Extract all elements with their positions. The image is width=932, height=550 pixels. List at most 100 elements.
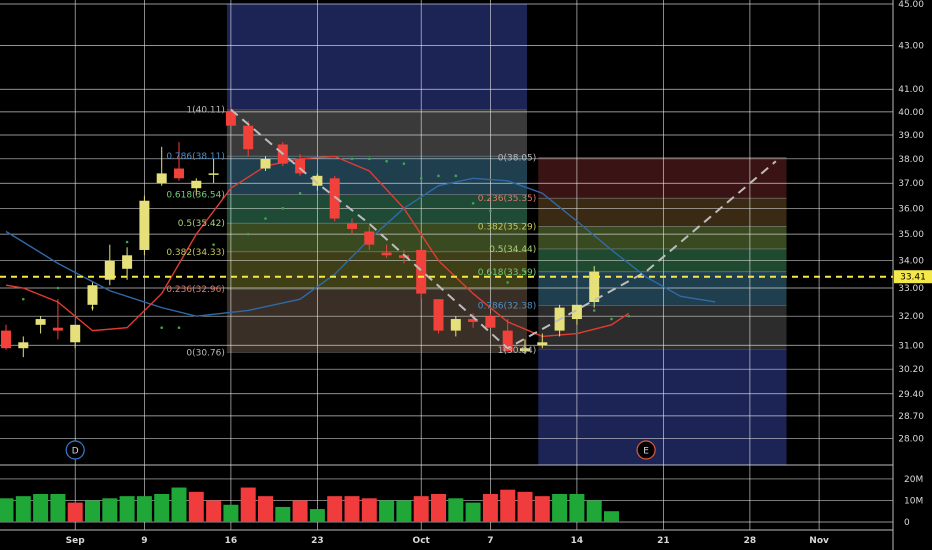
volume-bar bbox=[275, 506, 291, 522]
volume-bar bbox=[396, 500, 412, 522]
candle-body bbox=[347, 223, 357, 229]
candle-body bbox=[398, 255, 409, 258]
price-tick-label: 43.00 bbox=[898, 42, 924, 52]
volume-bars bbox=[0, 487, 619, 522]
dot-point bbox=[264, 217, 267, 220]
volume-bar bbox=[240, 487, 256, 522]
candle-body bbox=[450, 319, 461, 331]
left-fib-label: 0.786(38.11) bbox=[166, 152, 225, 162]
price-tick-label: 33.00 bbox=[898, 284, 924, 294]
left-fib-label: 0.236(32.96) bbox=[166, 285, 225, 295]
volume-bar bbox=[258, 496, 273, 522]
fib-bands bbox=[226, 4, 787, 465]
trend-dashed-line[interactable] bbox=[230, 108, 777, 350]
right-fib-band bbox=[538, 226, 787, 249]
volume-bar bbox=[119, 496, 135, 522]
candle-body bbox=[174, 168, 184, 179]
left-fib-label: 0(30.76) bbox=[186, 348, 225, 358]
dot-point bbox=[627, 314, 631, 318]
price-tick-label: 36.00 bbox=[898, 204, 924, 214]
time-tick-label: 23 bbox=[311, 536, 324, 546]
right-fib-label: 0(38.05) bbox=[498, 154, 537, 164]
dot-point bbox=[402, 162, 406, 165]
price-tick-label: 35.00 bbox=[898, 230, 924, 240]
volume-bar bbox=[517, 491, 533, 522]
volume-bar bbox=[534, 496, 550, 522]
price-tick-label: 34.00 bbox=[898, 257, 924, 267]
right-fib-label: 0.382(35.29) bbox=[478, 222, 537, 232]
time-tick-label: 21 bbox=[657, 536, 670, 546]
ma-fast-line bbox=[5, 155, 630, 338]
dot-point bbox=[212, 243, 215, 246]
volume-bar bbox=[309, 509, 325, 522]
volume-tick-label: 10M bbox=[904, 496, 923, 506]
volume-bar bbox=[413, 496, 429, 522]
candle-body bbox=[312, 175, 323, 186]
volume-bar bbox=[448, 498, 464, 522]
price-tick-label: 41.00 bbox=[898, 85, 924, 95]
left-fib-band bbox=[226, 251, 527, 290]
price-tick-label: 39.00 bbox=[898, 131, 924, 141]
ma-slow-line bbox=[5, 177, 716, 317]
candle-body bbox=[52, 327, 63, 331]
candle-body bbox=[225, 111, 236, 126]
volume-tick-label: 0 bbox=[904, 518, 910, 528]
price-tick-label: 32.00 bbox=[898, 312, 924, 322]
price-tick-label: 37.00 bbox=[898, 179, 924, 189]
right-fib-band bbox=[538, 198, 787, 227]
price-tick-label: 28.00 bbox=[898, 434, 924, 444]
time-tick-label: 7 bbox=[487, 536, 493, 546]
volume-bar bbox=[431, 494, 446, 522]
volume-bar bbox=[552, 494, 568, 522]
left-fib-band bbox=[226, 109, 527, 157]
right-fib-label: 1(30.84) bbox=[498, 346, 537, 356]
moving-averages bbox=[5, 155, 716, 338]
dot-point bbox=[385, 159, 388, 163]
volume-bar bbox=[327, 496, 343, 522]
candle-body bbox=[571, 304, 582, 320]
left-upper-region bbox=[226, 4, 527, 110]
candle-body bbox=[260, 158, 271, 169]
candle-body bbox=[156, 173, 167, 184]
right-fib-label: 0.236(35.35) bbox=[478, 194, 537, 204]
price-tick-label: 29.40 bbox=[898, 390, 924, 400]
time-tick-label: Oct bbox=[413, 536, 431, 546]
volume-bar bbox=[482, 494, 498, 522]
volume-bar bbox=[33, 494, 49, 522]
fib-labels: 1(40.11) 0.786(38.11) 0.618(36.54) 0.5(35.4… bbox=[166, 105, 536, 358]
candle-body bbox=[364, 231, 375, 245]
right-fib-label: 0.5(34.44) bbox=[489, 245, 536, 255]
trend-line[interactable] bbox=[230, 108, 777, 350]
candle-body bbox=[520, 348, 530, 352]
volume-bar bbox=[0, 498, 14, 522]
candle-body bbox=[243, 125, 254, 150]
volume-bar bbox=[67, 502, 83, 522]
volume-bar bbox=[379, 500, 395, 522]
dot-point bbox=[506, 281, 510, 284]
dot-point bbox=[281, 207, 285, 210]
dot-point bbox=[454, 174, 458, 178]
volume-bar bbox=[223, 504, 239, 522]
left-fib-band bbox=[226, 194, 527, 224]
candle-body bbox=[433, 299, 444, 331]
event-marker bbox=[65, 440, 85, 460]
candle-body bbox=[208, 173, 219, 175]
dot-point bbox=[471, 201, 475, 205]
volume-bar bbox=[569, 494, 585, 522]
last-price-label: 33.41 bbox=[900, 273, 926, 283]
dot-point bbox=[125, 240, 129, 244]
candle-body bbox=[537, 342, 548, 346]
candle-body bbox=[502, 330, 513, 352]
time-tick-label: 16 bbox=[225, 536, 238, 546]
candle-body bbox=[18, 342, 29, 349]
candle-body bbox=[589, 271, 600, 302]
left-fib-band bbox=[226, 156, 527, 195]
candle-body bbox=[485, 316, 496, 328]
left-fib-label: 1(40.11) bbox=[186, 105, 225, 115]
left-fib-band bbox=[226, 289, 527, 353]
volume-bar bbox=[154, 494, 170, 522]
time-axis[interactable]: Sep 9 16 23 Oct 7 14 21 28 Nov bbox=[66, 536, 829, 546]
candle-body bbox=[104, 260, 115, 280]
